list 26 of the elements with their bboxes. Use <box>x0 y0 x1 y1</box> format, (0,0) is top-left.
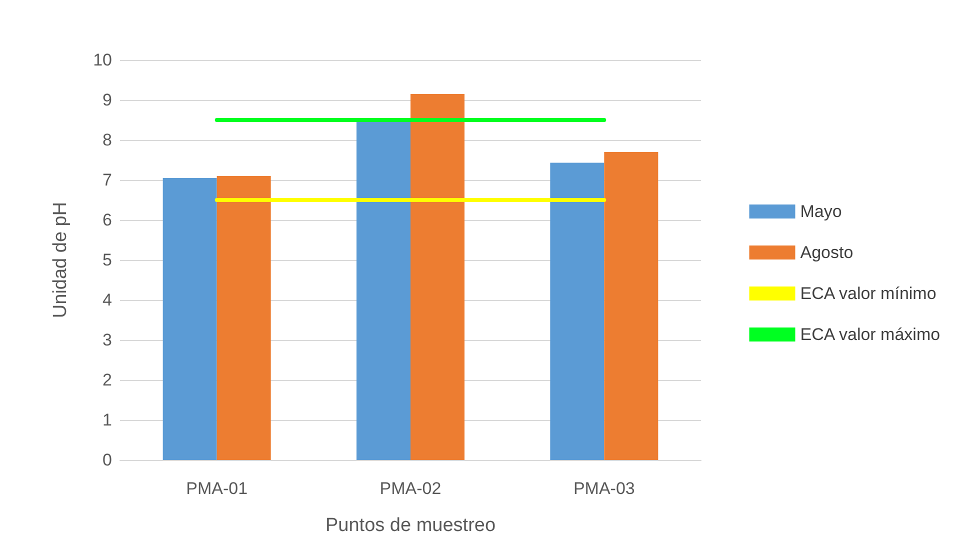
y-tick-label: 10 <box>93 50 112 70</box>
x-tick-label: PMA-02 <box>380 479 442 498</box>
legend-label: ECA valor máximo <box>800 325 940 344</box>
y-tick-label: 3 <box>102 330 112 350</box>
x-axis-title: Puntos de muestreo <box>325 515 496 536</box>
x-tick-label: PMA-01 <box>186 479 248 498</box>
y-tick-label: 0 <box>102 450 112 470</box>
y-axis-title: Unidad de pH <box>50 202 71 318</box>
bar <box>356 122 410 460</box>
y-tick-label: 2 <box>102 370 112 390</box>
x-tick-label: PMA-03 <box>573 479 635 498</box>
y-tick-label: 7 <box>102 170 112 190</box>
y-tick-label: 8 <box>102 130 112 150</box>
y-tick-label: 6 <box>102 210 112 230</box>
bar <box>216 176 271 460</box>
bar <box>550 162 604 460</box>
legend-label: Agosto <box>800 243 854 262</box>
y-tick-label: 9 <box>102 90 112 110</box>
y-tick-label: 1 <box>102 410 112 430</box>
bar <box>410 94 464 460</box>
y-tick-label: 5 <box>102 250 112 270</box>
bar <box>162 178 217 460</box>
legend-label: Mayo <box>800 202 842 221</box>
legend-label: ECA valor mínimo <box>800 284 936 303</box>
y-tick-label: 4 <box>102 290 112 310</box>
bar <box>604 152 658 460</box>
